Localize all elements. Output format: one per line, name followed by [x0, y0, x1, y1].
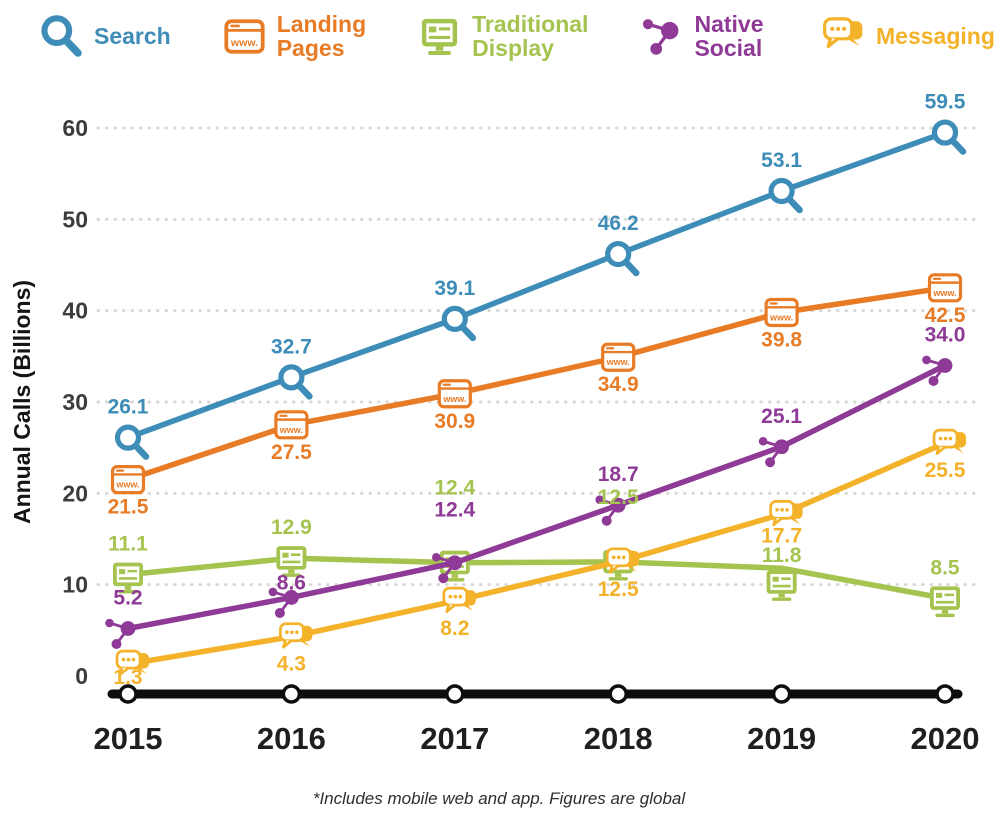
landing-pages-marker-icon [764, 297, 799, 328]
y-tick-label: 40 [62, 298, 88, 324]
legend-label: Messaging [876, 23, 995, 50]
landing-pages-marker-icon [110, 465, 146, 495]
year-node [281, 684, 302, 704]
value-label-landing-pages: 27.5 [271, 441, 312, 464]
x-tick-label: 2015 [94, 721, 163, 756]
value-label-display: 11.1 [108, 533, 148, 556]
messaging-marker-icon [769, 499, 804, 527]
value-label-social: 8.6 [277, 571, 306, 594]
year-node [935, 684, 955, 704]
value-label-display: 12.9 [271, 516, 312, 539]
y-tick-label: 20 [62, 480, 88, 506]
value-label-messaging: 12.5 [598, 578, 639, 601]
legend-item-display: Traditional Display [416, 12, 588, 60]
value-label-social: 25.1 [761, 405, 802, 428]
landing-pages-marker-icon [601, 342, 636, 372]
value-label-messaging: 1.3 [113, 666, 142, 689]
landing-pages-marker-icon [437, 379, 472, 409]
landing-pages-marker-icon [274, 410, 309, 440]
series-line-landing-pages [125, 285, 948, 483]
value-label-search: 32.7 [271, 335, 312, 358]
value-label-landing-pages: 42.5 [925, 304, 966, 327]
legend-item-landing-pages: Landing Pages [221, 12, 366, 60]
value-label-social: 5.2 [113, 587, 142, 610]
value-label-social: 18.7 [598, 463, 639, 486]
year-node [445, 684, 465, 704]
year-node [771, 684, 792, 704]
footnote: *Includes mobile web and app. Figures ar… [312, 789, 686, 808]
value-label-search: 59.5 [925, 91, 966, 114]
series-line-messaging [125, 440, 948, 667]
value-label-search: 53.1 [761, 149, 802, 172]
value-label-landing-pages: 30.9 [434, 410, 475, 433]
legend: Search Landing Pages Traditional Display Na… [38, 12, 995, 60]
value-label-display: 8.5 [930, 556, 960, 579]
social-marker-icon [103, 617, 137, 651]
messaging-marker-icon [442, 586, 478, 613]
value-label-display: 12.4 [434, 477, 475, 500]
messaging-marker-icon [932, 428, 968, 455]
value-label-search: 39.1 [434, 277, 475, 300]
year-node [608, 684, 628, 704]
x-tick-label: 2016 [257, 721, 326, 756]
year-node [118, 684, 138, 704]
value-label-search: 26.1 [108, 396, 149, 419]
messaging-marker-icon [279, 622, 314, 649]
x-tick-label: 2019 [747, 721, 816, 756]
value-label-social: 34.0 [925, 323, 966, 346]
y-tick-label: 50 [62, 206, 88, 232]
value-label-search: 46.2 [598, 212, 639, 235]
y-axis-title: Annual Calls (Billions) [9, 280, 35, 524]
value-label-display: 12.5 [598, 486, 639, 509]
search-marker-icon [935, 122, 964, 152]
legend-label: Landing Pages [276, 11, 367, 62]
value-label-messaging: 4.3 [277, 653, 306, 676]
legend-label: Traditional Display [472, 11, 589, 62]
x-tick-label: 2017 [420, 721, 489, 756]
legend-label: Search [94, 23, 171, 50]
value-label-messaging: 8.2 [440, 617, 469, 640]
y-tick-label: 10 [62, 572, 88, 598]
legend-item-social: Native Social [638, 12, 770, 60]
x-tick-label: 2018 [584, 721, 653, 756]
legend-item-search: Search [38, 13, 171, 60]
y-tick-label: 30 [62, 389, 88, 415]
y-tick-label: 0 [75, 663, 88, 689]
legend-item-messaging: Messaging [820, 13, 995, 60]
value-label-landing-pages: 21.5 [108, 496, 149, 519]
value-label-messaging: 17.7 [761, 524, 802, 547]
series-line-search [125, 129, 948, 441]
y-tick-label: 60 [62, 115, 88, 141]
series-line-display [125, 555, 948, 602]
display-marker-icon [764, 568, 799, 601]
series-line-social [125, 362, 948, 632]
landing-pages-marker-icon [927, 273, 963, 303]
value-label-display: 11.8 [762, 544, 802, 567]
x-tick-label: 2020 [911, 721, 980, 756]
value-label-landing-pages: 34.9 [598, 373, 639, 396]
value-label-landing-pages: 39.8 [761, 328, 802, 351]
display-marker-icon [928, 584, 962, 618]
value-label-messaging: 25.5 [925, 459, 966, 482]
legend-label: Native Social [694, 11, 764, 62]
value-label-social: 12.4 [434, 499, 475, 522]
